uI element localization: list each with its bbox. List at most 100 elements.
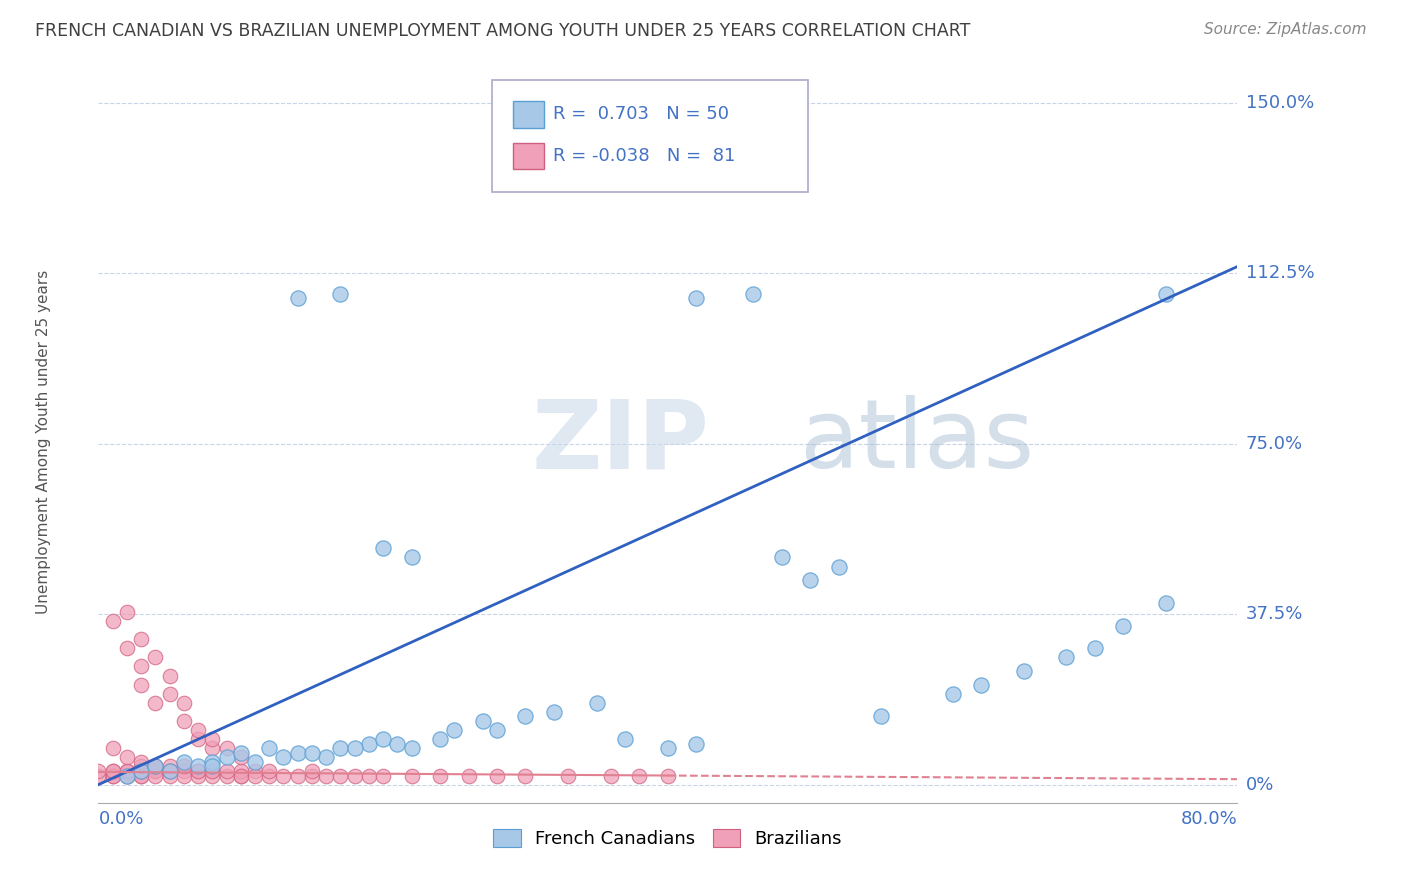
- Text: Source: ZipAtlas.com: Source: ZipAtlas.com: [1204, 22, 1367, 37]
- Point: [329, 768, 352, 782]
- Point: [229, 750, 252, 764]
- Point: [101, 764, 124, 778]
- Point: [799, 573, 821, 587]
- Point: [229, 746, 252, 760]
- Point: [301, 764, 323, 778]
- Point: [145, 650, 167, 665]
- Point: [201, 759, 224, 773]
- Point: [942, 687, 965, 701]
- Point: [173, 755, 195, 769]
- Point: [187, 764, 209, 778]
- Point: [315, 768, 337, 782]
- Point: [685, 292, 707, 306]
- Point: [115, 768, 138, 782]
- Point: [129, 764, 152, 778]
- Point: [129, 659, 152, 673]
- Point: [159, 759, 181, 773]
- Point: [87, 768, 110, 782]
- Point: [970, 678, 993, 692]
- Text: FRENCH CANADIAN VS BRAZILIAN UNEMPLOYMENT AMONG YOUTH UNDER 25 YEARS CORRELATION: FRENCH CANADIAN VS BRAZILIAN UNEMPLOYMEN…: [35, 22, 970, 40]
- Point: [129, 755, 152, 769]
- Text: R =  0.703   N = 50: R = 0.703 N = 50: [553, 105, 728, 123]
- Point: [215, 768, 238, 782]
- Point: [870, 709, 893, 723]
- Point: [159, 764, 181, 778]
- Point: [115, 768, 138, 782]
- Text: ZIP: ZIP: [531, 395, 709, 488]
- Point: [145, 696, 167, 710]
- Point: [145, 764, 167, 778]
- Point: [101, 764, 124, 778]
- Point: [115, 764, 138, 778]
- Point: [471, 714, 494, 728]
- Point: [828, 559, 851, 574]
- Text: 150.0%: 150.0%: [1246, 94, 1315, 112]
- Point: [115, 605, 138, 619]
- Point: [159, 764, 181, 778]
- Point: [273, 768, 295, 782]
- Point: [173, 696, 195, 710]
- Point: [243, 764, 266, 778]
- Point: [201, 755, 224, 769]
- Text: 37.5%: 37.5%: [1246, 605, 1303, 624]
- Point: [115, 768, 138, 782]
- Point: [401, 741, 423, 756]
- Point: [557, 768, 579, 782]
- Point: [101, 741, 124, 756]
- Point: [315, 750, 337, 764]
- Text: R = -0.038   N =  81: R = -0.038 N = 81: [553, 147, 735, 165]
- Point: [129, 768, 152, 782]
- Point: [443, 723, 465, 737]
- Text: 112.5%: 112.5%: [1246, 264, 1315, 283]
- Point: [201, 764, 224, 778]
- Point: [173, 714, 195, 728]
- Point: [145, 768, 167, 782]
- Point: [1012, 664, 1035, 678]
- Point: [173, 759, 195, 773]
- Point: [685, 737, 707, 751]
- Point: [657, 768, 679, 782]
- Point: [259, 764, 281, 778]
- Point: [187, 768, 209, 782]
- Point: [373, 732, 395, 747]
- Point: [173, 768, 195, 782]
- Point: [229, 768, 252, 782]
- Point: [301, 768, 323, 782]
- Point: [742, 286, 765, 301]
- Point: [287, 292, 309, 306]
- Point: [373, 768, 395, 782]
- Point: [201, 764, 224, 778]
- Point: [115, 641, 138, 656]
- Point: [129, 759, 152, 773]
- Point: [387, 737, 409, 751]
- Point: [187, 764, 209, 778]
- Point: [457, 768, 479, 782]
- Point: [215, 764, 238, 778]
- Point: [129, 678, 152, 692]
- Point: [1154, 596, 1177, 610]
- Point: [115, 764, 138, 778]
- Point: [145, 759, 167, 773]
- Point: [1084, 641, 1107, 656]
- Point: [87, 764, 110, 778]
- Point: [628, 768, 651, 782]
- Legend: French Canadians, Brazilians: French Canadians, Brazilians: [486, 822, 849, 855]
- Point: [259, 768, 281, 782]
- Point: [486, 768, 509, 782]
- Point: [159, 764, 181, 778]
- Point: [215, 741, 238, 756]
- Point: [301, 746, 323, 760]
- Point: [243, 768, 266, 782]
- Point: [243, 755, 266, 769]
- Text: 0.0%: 0.0%: [98, 810, 143, 828]
- Point: [1154, 286, 1177, 301]
- Point: [159, 687, 181, 701]
- Point: [215, 750, 238, 764]
- Point: [401, 550, 423, 565]
- Point: [145, 759, 167, 773]
- Point: [159, 768, 181, 782]
- Point: [129, 764, 152, 778]
- Point: [229, 768, 252, 782]
- Text: 80.0%: 80.0%: [1181, 810, 1237, 828]
- Point: [329, 741, 352, 756]
